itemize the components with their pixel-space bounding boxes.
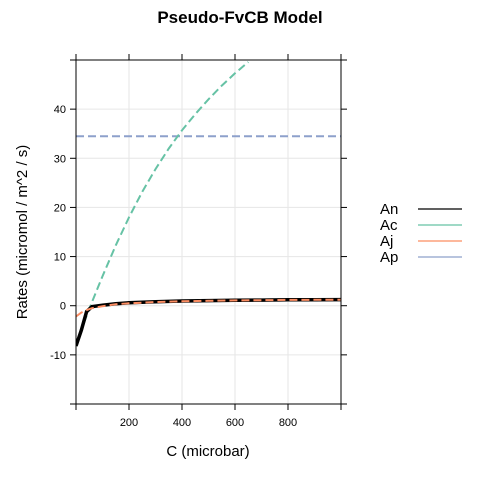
- y-tick-label: 0: [60, 301, 66, 313]
- grid: [76, 60, 341, 404]
- y-axis-label: Rates (micromol / m^2 / s): [14, 145, 31, 320]
- x-tick-label: 800: [279, 417, 297, 429]
- series-line-aj: [76, 298, 341, 318]
- x-tick-label: 200: [120, 417, 138, 429]
- y-tick-label: 10: [54, 252, 66, 264]
- x-tick-label: 400: [173, 417, 191, 429]
- legend-label-ap: Ap: [380, 249, 398, 266]
- plot-frame: [75, 59, 342, 405]
- legend-label-an: An: [380, 201, 398, 218]
- x-tick-label: 600: [226, 417, 244, 429]
- legend-label-aj: Aj: [380, 233, 393, 250]
- series-lines: [76, 61, 341, 347]
- x-axis-label: C (microbar): [166, 443, 249, 460]
- y-tick-label: 30: [54, 153, 66, 165]
- chart-title: Pseudo-FvCB Model: [157, 8, 322, 27]
- y-tick-label: 20: [54, 202, 66, 214]
- y-tick-label: 40: [54, 104, 66, 116]
- series-line-an: [76, 297, 341, 347]
- ticks: 200 400 600 800 -10 0 10 20 30 40: [50, 54, 347, 429]
- y-tick-label: -10: [50, 350, 66, 362]
- legend-label-ac: Ac: [380, 217, 398, 234]
- series-line-ac: [76, 61, 249, 347]
